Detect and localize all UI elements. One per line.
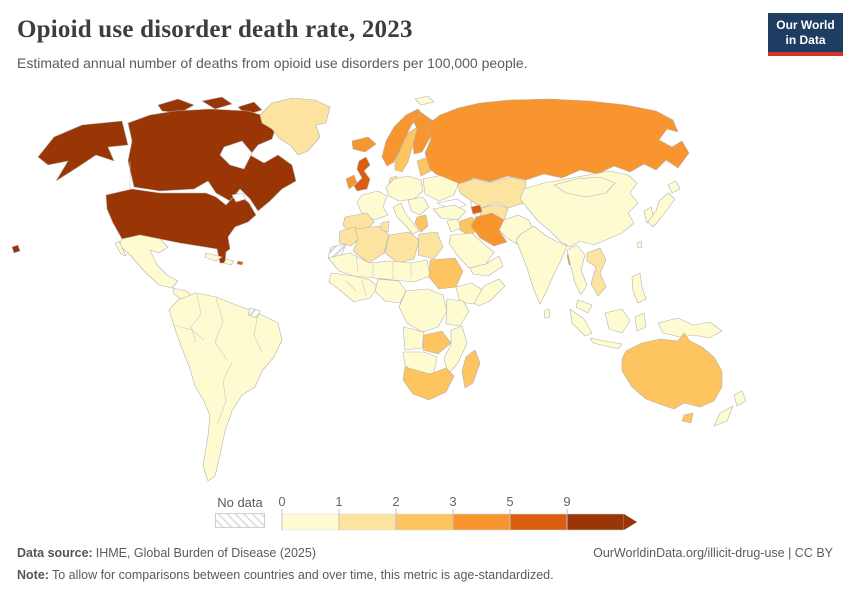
region-australia[interactable]	[621, 332, 723, 410]
region-hawaii[interactable]	[11, 244, 21, 254]
page-title: Opioid use disorder death rate, 2023	[17, 16, 413, 43]
legend-bin-5[interactable]	[566, 513, 625, 531]
region-iran[interactable]	[470, 212, 508, 247]
legend-color-scale: 0 1 2 3 5 9	[271, 494, 646, 538]
legend-tick-label: 5	[506, 495, 513, 509]
region-new-zealand-south[interactable]	[713, 405, 734, 427]
region-puerto-rico[interactable]	[236, 260, 244, 266]
hudson-bay	[219, 140, 253, 170]
region-sudan[interactable]	[428, 257, 464, 290]
legend-no-data: No data	[213, 495, 267, 528]
region-arctic-islands[interactable]	[157, 98, 195, 114]
region-myanmar-thailand[interactable]	[566, 244, 588, 296]
legend-no-data-swatch[interactable]	[215, 513, 265, 528]
world-choropleth-map	[10, 95, 840, 485]
legend-tick-label: 0	[278, 495, 285, 509]
region-italy[interactable]	[392, 202, 420, 235]
region-mexico[interactable]	[118, 234, 179, 289]
region-iceland[interactable]	[351, 136, 377, 153]
footer-row-2: Note: To allow for comparisons between co…	[17, 568, 833, 582]
region-japan-hokkaido[interactable]	[667, 180, 681, 194]
region-russia[interactable]	[424, 98, 690, 185]
legend-tick-label: 9	[563, 495, 570, 509]
region-new-guinea[interactable]	[657, 317, 723, 339]
region-madagascar[interactable]	[461, 349, 481, 389]
legend-color-scale-svg: 0 1 2 3 5 9	[278, 494, 637, 531]
region-india[interactable]	[515, 225, 568, 305]
data-source: Data source: IHME, Global Burden of Disea…	[17, 546, 316, 560]
region-taiwan[interactable]	[636, 240, 643, 249]
legend-tick-label: 1	[335, 495, 342, 509]
region-azerbaijan[interactable]	[470, 204, 483, 215]
region-angola[interactable]	[402, 326, 425, 351]
owid-logo-line1: Our World	[776, 18, 835, 32]
legend-bin-1[interactable]	[338, 513, 397, 531]
data-source-label: Data source:	[17, 546, 93, 560]
region-united-kingdom[interactable]	[353, 156, 371, 192]
region-congo-basin[interactable]	[398, 288, 448, 333]
region-south-africa[interactable]	[402, 366, 455, 401]
legend-bin-3[interactable]	[452, 513, 511, 531]
region-philippines[interactable]	[631, 272, 647, 304]
region-tunisia[interactable]	[380, 220, 390, 233]
note-text: To allow for comparisons between countri…	[51, 568, 554, 582]
region-central-europe[interactable]	[385, 175, 424, 202]
legend-bin-2[interactable]	[395, 513, 454, 531]
legend-no-data-label: No data	[217, 495, 263, 510]
region-france[interactable]	[356, 190, 389, 221]
great-lakes	[231, 192, 247, 203]
region-east-africa[interactable]	[445, 298, 470, 327]
inner-country-borders	[129, 161, 412, 426]
legend-bin-4[interactable]	[509, 513, 568, 531]
region-kazakhstan[interactable]	[457, 176, 527, 209]
legend-tick-label: 3	[449, 495, 456, 509]
owid-logo: Our World in Data	[768, 13, 843, 56]
legend-arrow	[624, 514, 637, 530]
note-label: Note:	[17, 568, 49, 582]
region-south-america[interactable]	[168, 292, 283, 482]
owid-url-link[interactable]: OurWorldinData.org/illicit-drug-use | CC…	[593, 546, 833, 560]
region-arctic-islands[interactable]	[201, 96, 233, 110]
region-balkans[interactable]	[407, 196, 430, 216]
region-alaska[interactable]	[37, 120, 129, 182]
region-indonesia-borneo[interactable]	[604, 308, 631, 334]
region-indonesia-sulawesi[interactable]	[634, 312, 647, 332]
world-map-svg	[11, 95, 747, 482]
region-japan[interactable]	[647, 192, 676, 228]
region-somalia[interactable]	[473, 278, 506, 307]
legend-bin-0[interactable]	[281, 513, 340, 531]
region-baja[interactable]	[114, 240, 127, 257]
region-yemen-oman[interactable]	[469, 255, 504, 277]
region-hispaniola[interactable]	[223, 258, 235, 266]
region-cuba[interactable]	[204, 252, 223, 262]
region-svalbard[interactable]	[414, 95, 435, 106]
data-source-text: IHME, Global Burden of Disease (2025)	[95, 546, 316, 560]
legend-tick-label: 2	[392, 495, 399, 509]
region-tasmania[interactable]	[681, 412, 694, 424]
region-new-zealand-north[interactable]	[733, 390, 747, 407]
footer-row-1: Data source: IHME, Global Burden of Disea…	[17, 546, 833, 560]
region-levant[interactable]	[446, 218, 462, 233]
region-indonesia-java[interactable]	[589, 337, 623, 350]
region-nigeria[interactable]	[374, 278, 407, 304]
page-subtitle: Estimated annual number of deaths from o…	[17, 55, 528, 71]
region-turkey[interactable]	[432, 204, 467, 221]
region-zambia[interactable]	[422, 330, 452, 355]
owid-logo-line2: in Data	[785, 33, 826, 47]
region-canada[interactable]	[127, 108, 297, 212]
region-greece[interactable]	[414, 214, 429, 233]
region-libya[interactable]	[384, 231, 420, 264]
region-vietnam[interactable]	[586, 247, 607, 297]
region-malaysia[interactable]	[575, 299, 593, 314]
region-sri-lanka[interactable]	[543, 308, 551, 319]
region-mongolia[interactable]	[553, 176, 616, 198]
region-indonesia-sumatra[interactable]	[569, 308, 593, 337]
region-egypt[interactable]	[417, 231, 444, 260]
region-greenland[interactable]	[259, 97, 331, 156]
region-mozambique[interactable]	[443, 325, 468, 375]
region-algeria[interactable]	[352, 225, 390, 264]
